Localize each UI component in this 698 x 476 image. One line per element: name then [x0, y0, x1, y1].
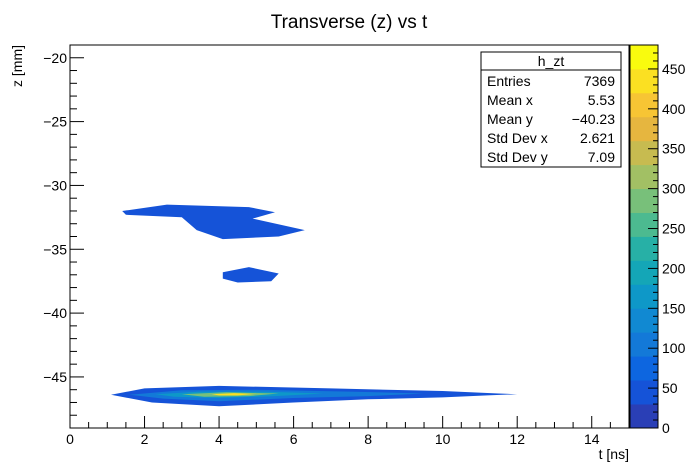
color-scale-band — [630, 308, 658, 333]
stats-row-value: 7.09 — [588, 149, 615, 165]
color-scale-label: 350 — [662, 141, 686, 157]
x-tick-label: 14 — [584, 431, 600, 447]
color-scale-label: 50 — [662, 380, 678, 396]
x-tick-label: 12 — [509, 431, 525, 447]
x-tick-label: 10 — [435, 431, 451, 447]
color-scale-band — [630, 332, 658, 357]
color-scale-band — [630, 45, 658, 70]
x-tick-label: 0 — [66, 431, 74, 447]
color-scale-band — [630, 260, 658, 285]
y-tick-label: −30 — [43, 177, 67, 193]
x-axis-label: t [ns] — [599, 446, 629, 462]
stats-row-value: 7369 — [584, 73, 615, 89]
color-scale-band — [630, 404, 658, 429]
color-scale-band — [630, 92, 658, 118]
color-scale-band — [630, 140, 658, 166]
contour-region-1 — [222, 267, 279, 283]
stats-row-label: Mean y — [487, 111, 533, 127]
x-axis: 0 2 4 6 8 10 12 14 — [66, 416, 630, 447]
color-scale-band — [630, 212, 658, 237]
stats-row-value: 2.621 — [580, 130, 615, 146]
color-scale-band — [630, 68, 658, 94]
stats-row-label: Std Dev y — [487, 149, 548, 165]
y-tick-label: −20 — [43, 50, 67, 66]
y-tick-label: −45 — [43, 369, 67, 385]
color-scale: 0 50 100 150 200 250 300 350 400 450 — [629, 44, 686, 436]
stats-box-frame — [480, 51, 622, 168]
stats-row-value: 5.53 — [588, 92, 615, 108]
color-scale-label: 150 — [662, 300, 686, 316]
chart-title: Transverse (z) vs t — [271, 12, 428, 33]
x-tick-label: 8 — [364, 431, 372, 447]
color-scale-label: 300 — [662, 181, 686, 197]
color-scale-band — [630, 380, 658, 405]
y-tick-label: −40 — [43, 305, 67, 321]
stats-row-label: Mean x — [487, 92, 533, 108]
stats-row-label: Entries — [487, 73, 531, 89]
x-tick-label: 4 — [215, 431, 223, 447]
color-scale-label: 200 — [662, 260, 686, 276]
contour-regions — [111, 204, 518, 407]
color-scale-band — [630, 236, 658, 261]
color-scale-band — [630, 164, 658, 190]
y-axis: −20 −25 −30 −35 −40 −45 — [43, 44, 84, 429]
x-tick-label: 6 — [290, 431, 298, 447]
color-scale-label: 100 — [662, 340, 686, 356]
color-scale-label: 250 — [662, 221, 686, 237]
x-tick-label: 2 — [141, 431, 149, 447]
y-tick-label: −35 — [43, 241, 67, 257]
color-scale-band — [630, 356, 658, 381]
contour-region-6 — [211, 393, 257, 396]
color-scale-label: 0 — [662, 420, 670, 436]
color-scale-band — [630, 284, 658, 309]
y-axis-label: z [mm] — [9, 45, 25, 87]
stats-box-name: h_zt — [538, 53, 565, 69]
color-scale-label: 400 — [662, 101, 686, 117]
stats-row-label: Std Dev x — [487, 130, 548, 146]
contour-region-0 — [122, 204, 305, 240]
y-tick-label: −25 — [43, 114, 67, 130]
color-scale-band — [630, 116, 658, 142]
color-scale-band — [630, 188, 658, 213]
color-scale-label: 450 — [662, 61, 686, 77]
stats-box: h_zt Entries 7369 Mean x 5.53 Mean y −40.23 St… — [480, 51, 622, 168]
stats-box-rows: Entries 7369 Mean x 5.53 Mean y −40.23 Std Dev… — [487, 73, 615, 165]
stats-row-value: −40.23 — [572, 111, 615, 127]
